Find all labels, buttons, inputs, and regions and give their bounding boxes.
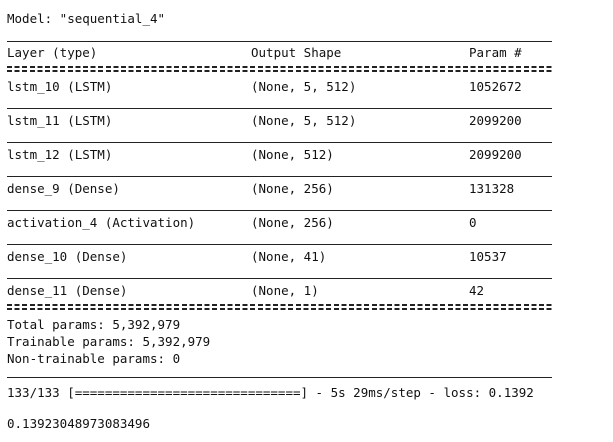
layer-name: activation_4 (Activation) bbox=[7, 215, 196, 230]
divider bbox=[7, 377, 552, 378]
table-row: lstm_11 (LSTM) (None, 5, 512) 2099200 bbox=[0, 113, 613, 128]
table-row: dense_9 (Dense) (None, 256) 131328 bbox=[0, 181, 613, 196]
layer-name: lstm_11 (LSTM) bbox=[7, 113, 113, 128]
layer-name: lstm_10 (LSTM) bbox=[7, 79, 113, 94]
layer-params: 2099200 bbox=[469, 147, 522, 162]
double-divider bbox=[7, 66, 552, 73]
divider bbox=[7, 108, 552, 109]
evaluation-result: 0.13923048973083496 bbox=[7, 416, 150, 431]
divider bbox=[7, 278, 552, 279]
table-row: lstm_12 (LSTM) (None, 512) 2099200 bbox=[0, 147, 613, 162]
layer-name: dense_9 (Dense) bbox=[7, 181, 120, 196]
layer-name: lstm_12 (LSTM) bbox=[7, 147, 113, 162]
table-row: dense_10 (Dense) (None, 41) 10537 bbox=[0, 249, 613, 264]
header-param: Param # bbox=[469, 45, 522, 60]
table-row: activation_4 (Activation) (None, 256) 0 bbox=[0, 215, 613, 230]
model-title: Model: "sequential_4" bbox=[7, 11, 166, 26]
header-layer: Layer (type) bbox=[7, 45, 98, 60]
layer-params: 10537 bbox=[469, 249, 507, 264]
divider bbox=[7, 210, 552, 211]
layer-shape: (None, 1) bbox=[251, 283, 319, 298]
layer-shape: (None, 41) bbox=[251, 249, 327, 264]
layer-shape: (None, 5, 512) bbox=[251, 79, 357, 94]
divider bbox=[7, 41, 552, 42]
divider bbox=[7, 244, 552, 245]
evaluation-progress: 133/133 [==============================]… bbox=[7, 385, 534, 400]
layer-name: dense_11 (Dense) bbox=[7, 283, 128, 298]
layer-params: 131328 bbox=[469, 181, 515, 196]
layer-params: 0 bbox=[469, 215, 477, 230]
total-params: Total params: 5,392,979 bbox=[7, 317, 181, 332]
layer-name: dense_10 (Dense) bbox=[7, 249, 128, 264]
table-row: lstm_10 (LSTM) (None, 5, 512) 1052672 bbox=[0, 79, 613, 94]
layer-params: 2099200 bbox=[469, 113, 522, 128]
table-header: Layer (type) Output Shape Param # bbox=[0, 45, 613, 60]
trainable-params: Trainable params: 5,392,979 bbox=[7, 334, 211, 349]
divider bbox=[7, 142, 552, 143]
layer-params: 42 bbox=[469, 283, 485, 298]
header-output-shape: Output Shape bbox=[251, 45, 342, 60]
layer-shape: (None, 256) bbox=[251, 181, 334, 196]
layer-shape: (None, 256) bbox=[251, 215, 334, 230]
double-divider bbox=[7, 304, 552, 311]
table-row: dense_11 (Dense) (None, 1) 42 bbox=[0, 283, 613, 298]
non-trainable-params: Non-trainable params: 0 bbox=[7, 351, 181, 366]
layer-shape: (None, 512) bbox=[251, 147, 334, 162]
divider bbox=[7, 176, 552, 177]
layer-shape: (None, 5, 512) bbox=[251, 113, 357, 128]
layer-params: 1052672 bbox=[469, 79, 522, 94]
